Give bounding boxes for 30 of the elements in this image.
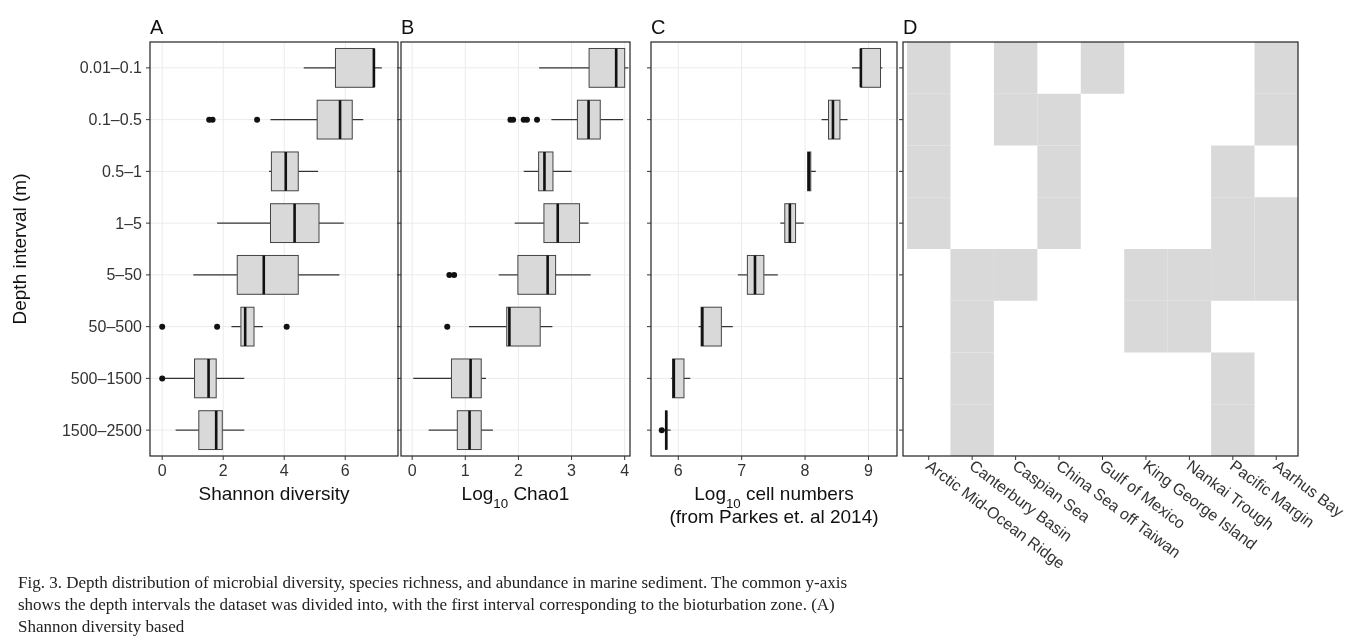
x-tick-label: 2 xyxy=(218,462,228,479)
y-tick-label: 1–5 xyxy=(115,214,143,232)
chart-title: B xyxy=(401,16,415,38)
x-axis-title: Log$_{10}$ Chao1 xyxy=(461,483,570,511)
y-tick-label: 5–50 xyxy=(106,266,143,284)
x-tick-label: 6 xyxy=(673,462,683,479)
x-tick-label: 4 xyxy=(279,462,289,479)
y-tick-label: 0.01–0.1 xyxy=(79,59,143,77)
chart-title: C xyxy=(651,16,666,38)
y-tick-label: 0.1–0.5 xyxy=(88,111,143,129)
x-tick-label: 1 xyxy=(460,462,470,479)
x-tick-label: 4 xyxy=(620,462,630,479)
y-tick-label: 0.5–1 xyxy=(101,162,143,180)
x-tick-label: 3 xyxy=(567,462,577,479)
y-tick-label: 1500–2500 xyxy=(61,421,143,439)
caption: Fig. 3. Depth distribution of microbial diversity, species richness, and abundance in marine sediment. The common y-axis shows the depth intervals the dataset was divided into, with the first interval corresponding to the bioturbation zone. (A) Shannon diversity based xyxy=(18,573,848,636)
x-tick-label: 2 xyxy=(513,462,523,479)
y-axis-title: Depth interval (m) xyxy=(9,173,30,325)
x-axis-title: Log$_{10}$ cell numbers (from Parkes et. al 2014) xyxy=(669,483,879,527)
x-tick-label: 0 xyxy=(407,462,417,479)
x-tick-label: 9 xyxy=(864,462,874,479)
y-tick-label: 50–500 xyxy=(88,318,143,336)
x-tick-label: 0 xyxy=(157,462,167,479)
x-axis-title: Shannon diversity xyxy=(198,483,351,504)
x-tick-label: 7 xyxy=(737,462,747,479)
chart-title: D xyxy=(903,16,918,38)
x-tick-label: 6 xyxy=(340,462,350,479)
chart-title: A xyxy=(150,16,164,38)
x-tick-label: 8 xyxy=(800,462,810,479)
y-tick-label: 500–1500 xyxy=(70,369,143,387)
